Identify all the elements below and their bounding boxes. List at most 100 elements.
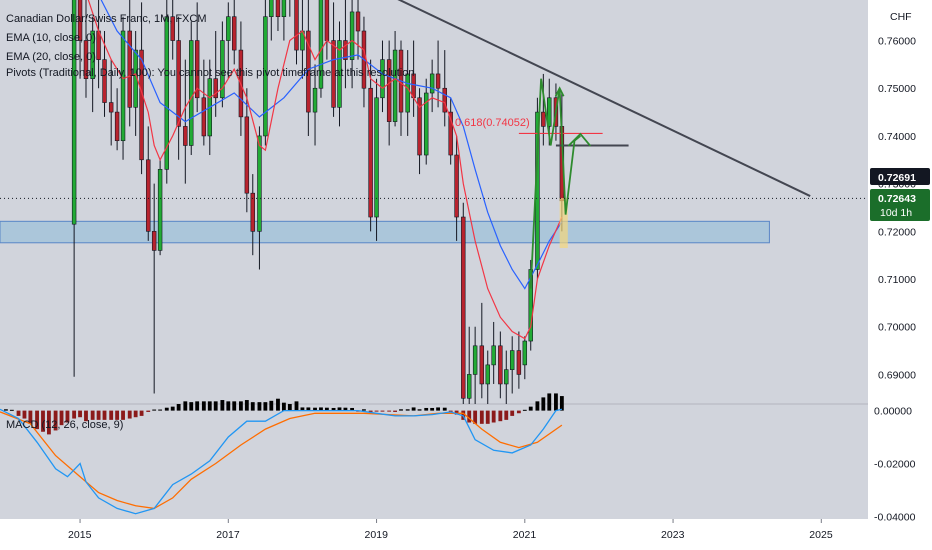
- macd-hist-bar-negative: [485, 410, 490, 424]
- candle-down: [127, 30, 132, 108]
- macd-hist-bar-negative: [504, 410, 509, 420]
- legend-pivots: Pivots (Traditional, Daily, 100): You ca…: [6, 67, 414, 79]
- macd-signal-line: [0, 411, 563, 510]
- macd-hist-bar-positive: [238, 401, 243, 411]
- macd-hist-bar-negative: [47, 410, 51, 435]
- candle-up: [504, 369, 509, 385]
- macd-hist-bar-negative: [121, 410, 125, 420]
- candle-down: [461, 216, 466, 399]
- macd-hist-bar-negative: [479, 410, 484, 424]
- candle-down: [541, 111, 546, 127]
- macd-hist-bar-positive: [183, 401, 188, 411]
- candle-down: [201, 97, 207, 137]
- macd-hist-bar-negative: [510, 410, 515, 416]
- candle-down: [213, 78, 218, 99]
- candle-up: [71, 0, 77, 225]
- macd-hist-bar-negative: [368, 410, 373, 412]
- macd-hist-bar-positive: [430, 407, 435, 411]
- overlays-layer: [0, 0, 868, 340]
- axes-layer: 0.760000.750000.740000.730000.720000.710…: [68, 36, 916, 541]
- macd-hist-bar-positive: [276, 398, 280, 411]
- candle-down: [77, 0, 83, 41]
- macd-hist-bar-negative: [96, 410, 101, 420]
- macd-hist-bar-positive: [411, 407, 416, 411]
- macd-hist-bar-negative: [78, 410, 82, 418]
- time-axis-panel: [0, 519, 868, 550]
- macd-hist-bar-positive: [269, 400, 274, 411]
- macd-hist-bar-positive: [281, 402, 286, 411]
- macd-hist-bar-positive: [424, 407, 429, 411]
- macd-hist-bar-positive: [417, 409, 422, 411]
- candle-up: [157, 169, 163, 251]
- macd-hist-bar-positive: [399, 409, 403, 411]
- price-tick-label: 0.72000: [878, 226, 916, 238]
- candle-down: [102, 59, 107, 103]
- pullback-highlight: [559, 197, 568, 249]
- price-tick-label: 0.69000: [878, 369, 916, 381]
- time-tick-label: 2021: [513, 529, 537, 541]
- macd-hist-bar-negative: [146, 410, 151, 412]
- time-tick-label: 2025: [809, 529, 833, 541]
- candle-down: [83, 40, 89, 80]
- macd-hist-bar-positive: [331, 407, 336, 411]
- macd-hist-bar-positive: [547, 393, 552, 411]
- candle-down: [417, 97, 422, 156]
- candle-down: [151, 231, 157, 251]
- candle-up: [405, 73, 410, 113]
- candle-down: [368, 87, 373, 218]
- candle-down: [386, 59, 392, 122]
- candle-down: [324, 0, 330, 41]
- candle-up: [509, 350, 515, 370]
- macd-tick-label: 0.00000: [874, 406, 912, 418]
- candle-up: [429, 73, 435, 94]
- macd-hist-bar-negative: [127, 410, 132, 419]
- macd-hist-bar-positive: [232, 401, 237, 411]
- macd-hist-bar-negative: [53, 410, 58, 431]
- candle-down: [479, 345, 485, 385]
- time-tick-label: 2017: [216, 529, 240, 541]
- macd-hist-bar-positive: [195, 401, 200, 411]
- macd-hist-bar-positive: [324, 407, 329, 411]
- candle-up: [189, 40, 194, 146]
- macd-hist-bar-positive: [207, 401, 212, 411]
- macd-hist-bar-positive: [170, 406, 175, 411]
- candle-up: [90, 30, 95, 80]
- price-tick-label: 0.74000: [878, 131, 916, 143]
- candle-down: [108, 102, 114, 113]
- macd-pane: [0, 393, 564, 515]
- macd-hist-bar-negative: [387, 410, 392, 412]
- candle-up: [424, 92, 429, 156]
- macd-hist-bar-positive: [176, 404, 181, 411]
- macd-hist-bar-positive: [541, 397, 546, 411]
- candle-down: [244, 116, 250, 194]
- candle-down: [146, 159, 151, 232]
- macd-tick-label: -0.02000: [874, 458, 916, 470]
- macd-hist-bar-negative: [139, 410, 144, 416]
- macd-hist-bar-negative: [374, 410, 379, 412]
- support-zone-layer: [0, 220, 770, 244]
- candle-up: [374, 97, 379, 218]
- macd-hist-bar-negative: [16, 410, 21, 416]
- macd-hist-bar-positive: [535, 401, 540, 411]
- candle-up: [337, 40, 342, 108]
- candle-up: [522, 340, 528, 366]
- macd-hist-bar-positive: [158, 409, 163, 411]
- candle-up: [257, 135, 262, 232]
- candle-up: [318, 0, 324, 89]
- macd-hist-bar-positive: [257, 402, 262, 411]
- macd-hist-bar-positive: [559, 396, 564, 411]
- last-price-tag: [870, 168, 930, 185]
- macd-hist-bar-positive: [528, 406, 533, 411]
- candle-up: [349, 11, 355, 60]
- fib-level-label: 0.618(0.74052): [455, 117, 530, 129]
- candle-down: [442, 87, 447, 113]
- time-tick-label: 2015: [68, 529, 92, 541]
- support-zone: [0, 220, 770, 244]
- candle-down: [343, 40, 348, 60]
- macd-hist-bar-positive: [306, 407, 311, 411]
- candle-down: [139, 49, 144, 161]
- close-price-tag: [870, 189, 930, 221]
- hand-drawn-arrowhead: [567, 132, 592, 147]
- time-tick-label: 2023: [661, 529, 685, 541]
